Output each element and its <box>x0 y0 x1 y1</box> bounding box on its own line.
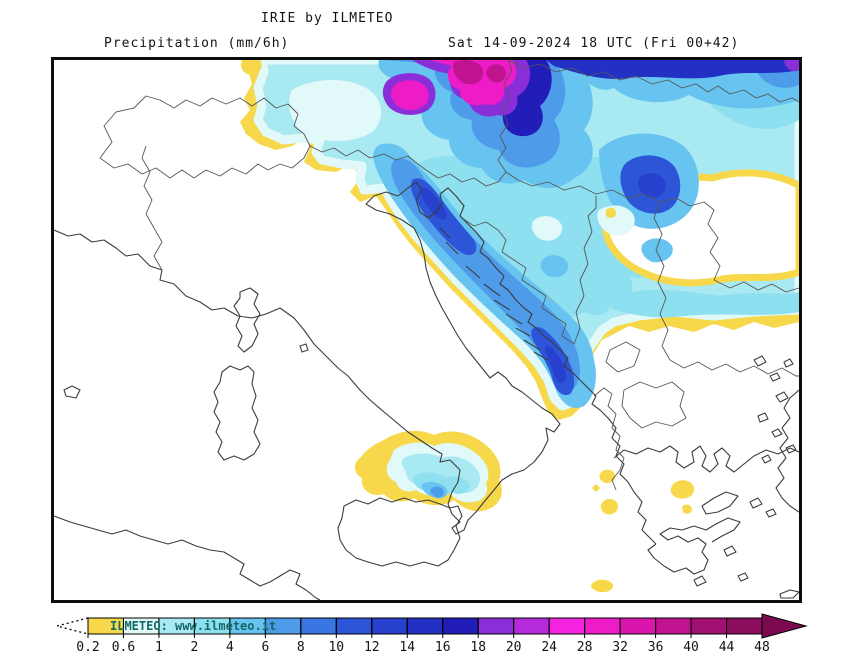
coastline-12 <box>439 227 549 361</box>
precip-region-alps-core-b <box>486 64 506 83</box>
country-border-4 <box>507 60 799 103</box>
coastline-13 <box>693 355 797 587</box>
legend-segment-40 <box>690 617 728 635</box>
country-border-1 <box>309 145 427 171</box>
precip-region-kosovo-band-2 <box>608 289 799 318</box>
legend-segment-44 <box>726 617 763 635</box>
precip-region-ticino-pale-patch <box>289 79 382 141</box>
legend-tick-label-4: 4 <box>226 640 234 655</box>
coastline-1 <box>365 181 657 545</box>
legend-segment-28 <box>584 617 621 635</box>
country-border-3 <box>505 171 721 281</box>
legend-segment-32 <box>619 617 657 635</box>
precip-region-pale-patch-croatia <box>531 216 563 241</box>
legend-tick-label-40: 40 <box>683 640 699 655</box>
country-border-11 <box>713 279 799 293</box>
legend-tick-label-1: 1 <box>155 640 163 655</box>
country-border-0 <box>99 95 311 179</box>
coastline-3 <box>701 491 739 515</box>
precip-region-yellow-dot-ionian-c <box>600 499 619 515</box>
precip-region-yellow-dot-ionian-b <box>592 484 600 492</box>
legend-tick-label-36: 36 <box>648 640 664 655</box>
country-border-8 <box>605 341 641 373</box>
legend-tick-label-44: 44 <box>719 640 735 655</box>
precip-region-sicily-blob-6 <box>430 486 444 498</box>
legend-tick-label-12: 12 <box>364 640 380 655</box>
legend-segment-24 <box>548 617 586 635</box>
coastline-14 <box>779 589 799 599</box>
country-border-13 <box>141 145 163 271</box>
precipitation-map <box>51 57 802 603</box>
legend-segment-10 <box>335 617 373 635</box>
legend-tick-label-24: 24 <box>541 640 557 655</box>
map-canvas <box>54 60 799 600</box>
legend-tick-label-14: 14 <box>399 640 415 655</box>
variable-label: Precipitation (mm/6h) <box>104 36 290 51</box>
legend-tick-label-8: 8 <box>297 640 305 655</box>
legend-tick-label-10: 10 <box>328 640 344 655</box>
coastline-5 <box>775 389 799 513</box>
precip-region-alps-core-a <box>453 60 484 85</box>
legend-tick-label-28: 28 <box>577 640 593 655</box>
legend-segment-20 <box>513 617 550 635</box>
legend-tick-label-20: 20 <box>506 640 522 655</box>
coastline-2 <box>647 517 741 575</box>
legend-canvas: 0.2 0.6 1 2 4 6 8 10 12 14 16 18 20 24 28 32 36 40 44 48ILM… <box>56 613 808 655</box>
precip-region-west-magenta <box>391 80 429 111</box>
legend-segment-18 <box>477 617 515 635</box>
legend-watermark: ILMETEO: www.ilmeteo.it <box>110 619 276 633</box>
legend-left-arrow <box>56 617 89 635</box>
coastline-4 <box>613 445 799 473</box>
legend-right-arrow <box>761 613 808 639</box>
legend-tick-label-0.6: 0.6 <box>112 640 135 655</box>
valid-time-label: Sat 14-09-2024 18 UTC (Fri 00+42) <box>448 36 740 51</box>
color-scale-legend: 0.2 0.6 1 2 4 6 8 10 12 14 16 18 20 24 28 32 36 40 44 48 ILM… <box>0 601 850 656</box>
legend-tick-label-2: 2 <box>191 640 199 655</box>
precip-region-serbia-patch-4a <box>641 238 673 263</box>
country-border-2 <box>425 60 513 187</box>
coastline-10 <box>63 385 81 399</box>
precip-region-yellow-dot-alps <box>241 60 262 75</box>
coastline-7 <box>213 365 261 461</box>
legend-tick-label-16: 16 <box>435 640 451 655</box>
precip-region-yellow-speck-hungary <box>606 207 616 218</box>
country-border-10 <box>593 387 625 491</box>
precip-region-yellow-dot-corinth <box>670 480 695 499</box>
coastline-8 <box>233 287 261 353</box>
legend-segment-12 <box>371 617 408 635</box>
precip-region-band-core-12b <box>544 345 566 383</box>
legend-tick-label-0.2: 0.2 <box>76 640 99 655</box>
precip-region-hungary-blob-8 <box>638 173 666 198</box>
legend-segment-14 <box>406 617 444 635</box>
legend-tick-label-32: 32 <box>612 640 628 655</box>
country-border-9 <box>621 381 687 429</box>
coastline-0 <box>54 203 561 535</box>
precip-region-yellow-dot-south <box>591 579 614 593</box>
legend-segment-36 <box>655 617 692 635</box>
legend-segment-16 <box>442 617 479 635</box>
country-border-7 <box>653 201 671 361</box>
coastline-11 <box>299 343 309 353</box>
page-title: IRIE by ILMETEO <box>261 11 394 26</box>
country-border-12 <box>669 359 799 377</box>
legend-segment-8 <box>300 617 337 635</box>
coastline-6 <box>54 515 321 600</box>
precip-region-yellow-dot-ionian-a <box>599 469 616 484</box>
legend-tick-label-18: 18 <box>470 640 486 655</box>
precip-region-band-core-12a <box>420 187 447 220</box>
legend-tick-label-6: 6 <box>261 640 269 655</box>
precip-region-corner-purple <box>784 60 799 72</box>
country-border-5 <box>461 217 575 345</box>
coastline-9 <box>337 497 463 567</box>
precip-region-yellow-dot-attica <box>682 504 692 514</box>
country-border-6 <box>573 196 597 345</box>
precip-region-serbia-patch-4b <box>540 255 569 278</box>
legend-tick-label-48: 48 <box>754 640 770 655</box>
